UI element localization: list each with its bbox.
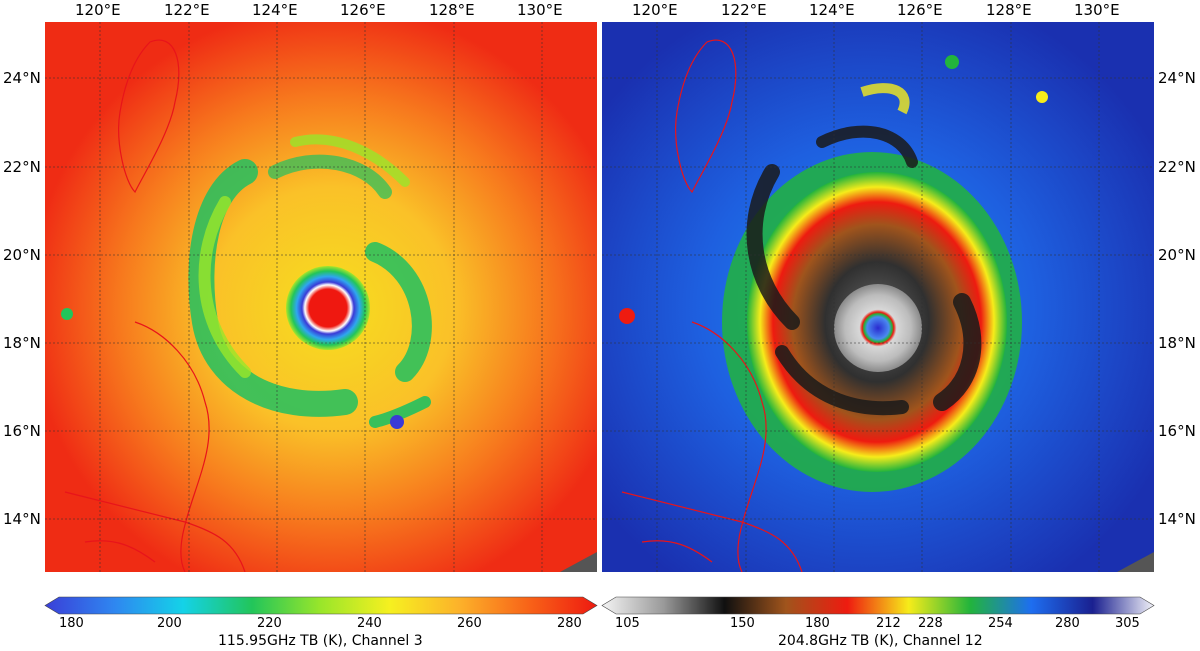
left-colorbar-title: 115.95GHz TB (K), Channel 3 xyxy=(218,633,423,649)
left-colorbar-tick-280: 280 xyxy=(557,616,582,631)
left-lat-label-14: 14°N xyxy=(3,510,41,528)
left-map-image xyxy=(45,22,597,572)
left-lon-label-120: 120°E xyxy=(75,1,121,19)
left-lat-label-24: 24°N xyxy=(3,69,41,87)
right-lat-label-14: 14°N xyxy=(1158,510,1196,528)
left-colorbar-gradient xyxy=(44,596,598,615)
left-lon-label-130: 130°E xyxy=(517,1,563,19)
left-lon-label-124: 124°E xyxy=(252,1,298,19)
left-lon-label-126: 126°E xyxy=(340,1,386,19)
right-lon-label-126: 126°E xyxy=(897,1,943,19)
right-lat-label-22: 22°N xyxy=(1158,158,1196,176)
left-lat-label-18: 18°N xyxy=(3,334,41,352)
left-colorbar-bar-shape xyxy=(44,596,598,615)
left-colorbar-tick-180: 180 xyxy=(59,616,84,631)
right-lat-label-24: 24°N xyxy=(1158,69,1196,87)
right-lon-label-120: 120°E xyxy=(632,1,678,19)
right-lon-label-130: 130°E xyxy=(1074,1,1120,19)
right-lat-label-16: 16°N xyxy=(1158,422,1196,440)
right-map-image xyxy=(602,22,1154,572)
right-lat-label-20: 20°N xyxy=(1158,246,1196,264)
right-colorbar-tick-254: 254 xyxy=(988,616,1013,631)
right-colorbar-tick-180: 180 xyxy=(805,616,830,631)
left-colorbar-tick-260: 260 xyxy=(457,616,482,631)
right-colorbar-tick-280: 280 xyxy=(1055,616,1080,631)
right-colorbar-tick-228: 228 xyxy=(918,616,943,631)
left-colorbar-tick-200: 200 xyxy=(157,616,182,631)
left-colorbar xyxy=(44,596,598,615)
right-lon-label-122: 122°E xyxy=(721,1,767,19)
left-lat-label-22: 22°N xyxy=(3,158,41,176)
right-colorbar-bar-shape xyxy=(601,596,1155,615)
right-colorbar-tick-305: 305 xyxy=(1115,616,1140,631)
left-lat-label-16: 16°N xyxy=(3,422,41,440)
left-lon-label-128: 128°E xyxy=(429,1,475,19)
left-colorbar-tick-240: 240 xyxy=(357,616,382,631)
right-colorbar-title: 204.8GHz TB (K), Channel 12 xyxy=(778,633,983,649)
right-colorbar-tick-212: 212 xyxy=(876,616,901,631)
left-lat-label-20: 20°N xyxy=(3,246,41,264)
left-colorbar-tick-220: 220 xyxy=(257,616,282,631)
right-colorbar-tick-150: 150 xyxy=(730,616,755,631)
right-colorbar xyxy=(601,596,1155,615)
right-lon-label-128: 128°E xyxy=(986,1,1032,19)
right-lon-label-124: 124°E xyxy=(809,1,855,19)
right-lat-label-18: 18°N xyxy=(1158,334,1196,352)
left-lon-label-122: 122°E xyxy=(164,1,210,19)
right-colorbar-gradient xyxy=(601,596,1155,615)
right-colorbar-tick-105: 105 xyxy=(615,616,640,631)
left-map-panel[interactable] xyxy=(45,22,597,572)
right-map-panel[interactable] xyxy=(602,22,1154,572)
